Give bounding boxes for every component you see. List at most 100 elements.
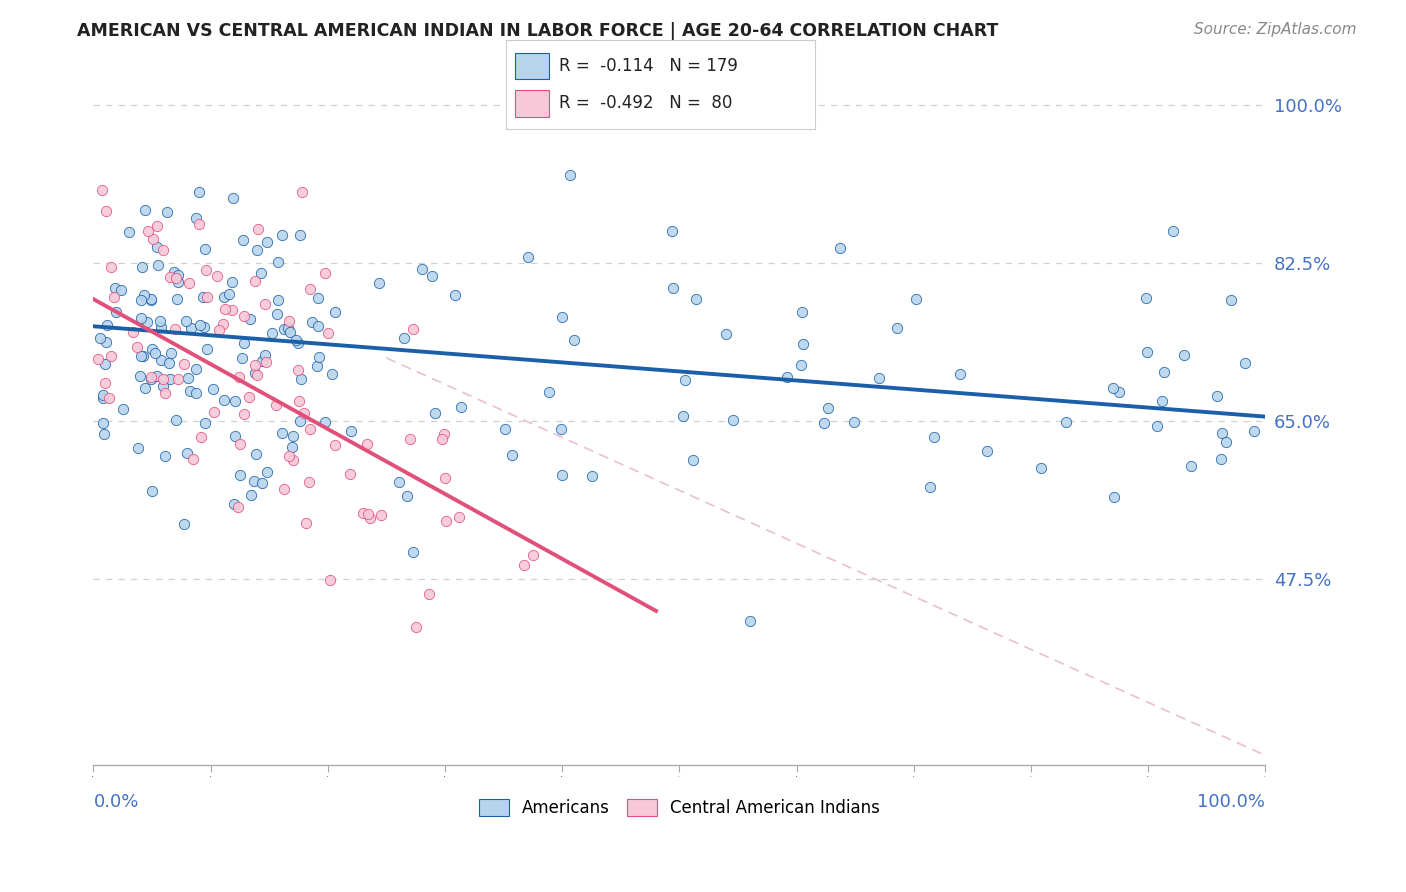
Point	[93, 388, 115, 402]
Text: Source: ZipAtlas.com: Source: ZipAtlas.com	[1194, 22, 1357, 37]
Point	[245, 447, 267, 461]
Point	[167, 372, 190, 386]
Point	[174, 314, 197, 328]
Point	[129, 368, 152, 383]
Point	[776, 370, 799, 384]
Point	[148, 258, 170, 272]
Point	[221, 302, 243, 317]
Point	[918, 480, 941, 494]
Point	[127, 441, 149, 455]
Point	[129, 350, 152, 364]
Point	[281, 440, 304, 454]
Point	[1135, 291, 1157, 305]
Point	[401, 545, 423, 559]
Point	[94, 204, 117, 219]
Point	[187, 186, 209, 200]
Point	[423, 406, 446, 420]
Point	[104, 280, 127, 294]
Point	[1233, 356, 1256, 370]
Point	[153, 385, 176, 400]
Point	[246, 243, 269, 257]
Point	[723, 412, 745, 426]
Point	[1220, 293, 1243, 307]
Point	[278, 325, 301, 339]
Point	[243, 274, 266, 288]
Point	[922, 430, 945, 444]
Point	[94, 376, 117, 391]
Point	[146, 368, 169, 383]
Point	[134, 381, 156, 395]
Point	[136, 315, 159, 329]
Point	[233, 309, 256, 323]
Point	[522, 548, 544, 562]
Point	[278, 314, 301, 328]
Point	[411, 261, 433, 276]
Point	[205, 268, 228, 283]
Point	[136, 224, 159, 238]
Point	[97, 391, 120, 405]
Text: 100.0%: 100.0%	[1198, 793, 1265, 811]
Point	[905, 292, 928, 306]
Point	[1205, 389, 1227, 403]
Point	[229, 468, 252, 483]
Point	[243, 367, 266, 381]
Point	[501, 448, 523, 462]
Point	[139, 370, 162, 384]
Point	[339, 467, 361, 481]
Point	[190, 430, 212, 444]
Point	[184, 362, 207, 376]
Point	[245, 368, 267, 382]
Point	[298, 282, 321, 296]
Point	[207, 322, 229, 336]
Text: 0.0%: 0.0%	[93, 793, 139, 811]
Point	[340, 424, 363, 438]
Text: R =  -0.492   N =  80: R = -0.492 N = 80	[558, 94, 733, 112]
Point	[1211, 425, 1233, 440]
Point	[152, 244, 174, 258]
Point	[434, 471, 457, 485]
Point	[308, 350, 330, 364]
Point	[250, 354, 273, 368]
Point	[111, 402, 134, 417]
Point	[673, 373, 696, 387]
Point	[238, 391, 260, 405]
Point	[177, 371, 200, 385]
Point	[976, 443, 998, 458]
Point	[394, 331, 416, 345]
Point	[1209, 452, 1232, 467]
Point	[494, 422, 516, 436]
Point	[792, 337, 814, 351]
Point	[560, 168, 582, 182]
Point	[224, 394, 246, 409]
Point	[191, 290, 214, 304]
Point	[291, 185, 314, 199]
Point	[93, 357, 115, 371]
Point	[226, 500, 249, 515]
Point	[430, 432, 453, 446]
Point	[1180, 458, 1202, 473]
Point	[212, 290, 235, 304]
Point	[194, 242, 217, 256]
Point	[190, 318, 212, 333]
Point	[682, 452, 704, 467]
Point	[692, 112, 714, 127]
Point	[562, 334, 585, 348]
Point	[396, 490, 419, 504]
Point	[218, 286, 240, 301]
Point	[450, 401, 472, 415]
Point	[87, 352, 110, 367]
Point	[314, 266, 336, 280]
Point	[1054, 416, 1077, 430]
Point	[195, 290, 218, 304]
Point	[273, 322, 295, 336]
Point	[790, 358, 813, 372]
Point	[301, 315, 323, 329]
Point	[149, 314, 172, 328]
Point	[181, 451, 204, 466]
Point	[1153, 365, 1175, 379]
Point	[1173, 347, 1195, 361]
Point	[256, 235, 278, 250]
Point	[551, 310, 574, 325]
Point	[323, 438, 346, 452]
Point	[243, 358, 266, 372]
